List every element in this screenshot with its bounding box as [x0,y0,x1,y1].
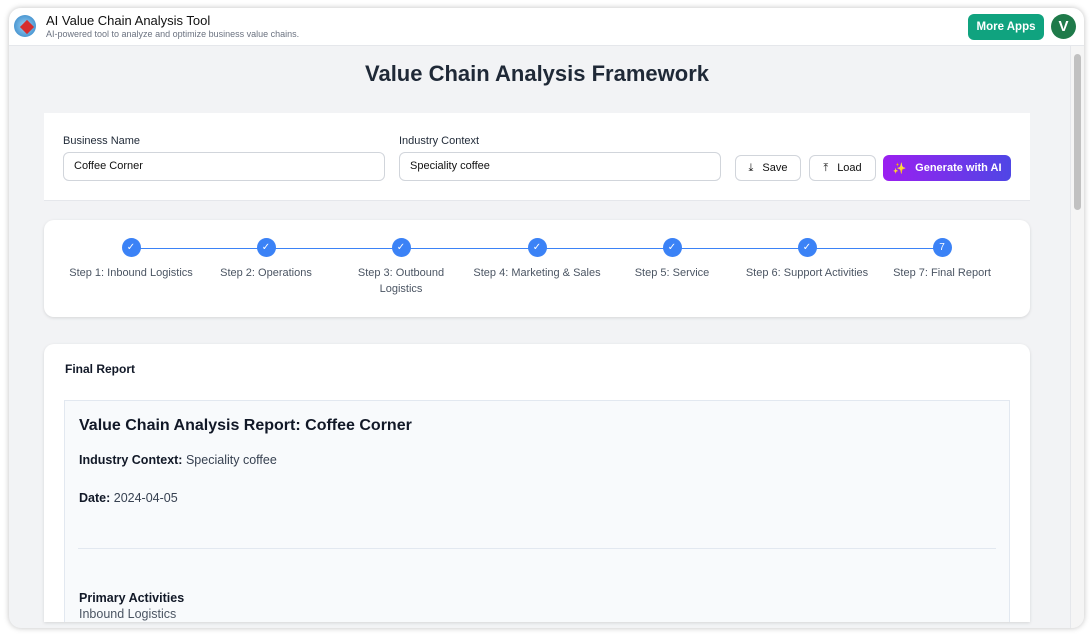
industry-context-label: Industry Context [399,135,480,147]
industry-context-input[interactable]: Speciality coffee [399,152,721,181]
generate-label: Generate with AI [915,162,1002,174]
business-form: Business Name Coffee Corner Industry Con… [44,113,1030,201]
check-icon: ✓ [256,238,276,257]
step-4[interactable]: ✓ Step 4: Marketing & Sales [472,238,602,281]
step-label: Step 3: Outbound Logistics [357,267,445,295]
section-heading: Primary Activities [79,591,185,605]
download-icon: ⤓ [748,161,754,174]
step-1[interactable]: ✓ Step 1: Inbound Logistics [66,238,196,281]
step-7[interactable]: 7 Step 7: Final Report [877,238,1007,281]
subsection-heading: Inbound Logistics [79,607,177,621]
app-title: AI Value Chain Analysis Tool [46,13,211,28]
step-label: Step 4: Marketing & Sales [473,267,601,279]
final-report-card: Final Report Value Chain Analysis Report… [44,344,1030,622]
save-button[interactable]: ⤓ Save [735,155,801,181]
industry-key: Industry Context: [79,453,183,467]
report-heading: Value Chain Analysis Report: Coffee Corn… [79,417,412,434]
step-label: Step 6: Support Activities [745,267,869,279]
scrollbar-thumb[interactable] [1074,54,1081,210]
step-label: Step 2: Operations [220,267,312,279]
divider [78,548,996,549]
step-6[interactable]: ✓ Step 6: Support Activities [742,238,872,281]
step-3[interactable]: ✓ Step 3: Outbound Logistics [336,238,466,297]
report-industry: Industry Context: Speciality coffee [79,453,277,467]
save-label: Save [762,162,788,174]
report-date: Date: 2024-04-05 [79,491,178,505]
step-label: Step 7: Final Report [893,267,991,279]
step-label: Step 5: Service [634,267,710,279]
app-header: AI Value Chain Analysis Tool AI-powered … [9,8,1084,46]
app-logo-icon [14,15,36,37]
business-name-input[interactable]: Coffee Corner [63,152,385,181]
step-5[interactable]: ✓ Step 5: Service [607,238,737,281]
generate-with-ai-button[interactable]: ✨ Generate with AI [883,155,1011,181]
check-icon: ✓ [121,238,141,257]
step-2[interactable]: ✓ Step 2: Operations [201,238,331,281]
check-icon: ✓ [391,238,411,257]
stepper: ✓ Step 1: Inbound Logistics ✓ Step 2: Opera… [44,220,1030,317]
final-report-title: Final Report [65,362,136,376]
industry-value: Speciality coffee [185,453,277,467]
app-window: AI Value Chain Analysis Tool AI-powered … [9,8,1084,628]
date-value: 2024-04-05 [113,491,178,505]
sparkles-icon: ✨ [892,162,907,175]
check-icon: ✓ [527,238,547,257]
date-key: Date: [79,491,111,505]
more-apps-button[interactable]: More Apps [968,14,1044,40]
report-content: Value Chain Analysis Report: Coffee Corn… [64,400,1010,622]
avatar[interactable]: V [1051,14,1076,39]
check-icon: ✓ [662,238,682,257]
step-label: Step 1: Inbound Logistics [69,267,193,279]
business-name-label: Business Name [63,135,141,147]
app-subtitle: AI-powered tool to analyze and optimize … [46,29,300,39]
step-number: 7 [932,238,952,257]
scrollbar[interactable] [1070,46,1084,628]
check-icon: ✓ [797,238,817,257]
load-button[interactable]: ⤒ Load [809,155,876,181]
load-label: Load [837,162,862,174]
page-title: Value Chain Analysis Framework [365,61,709,86]
upload-icon: ⤒ [823,161,829,174]
